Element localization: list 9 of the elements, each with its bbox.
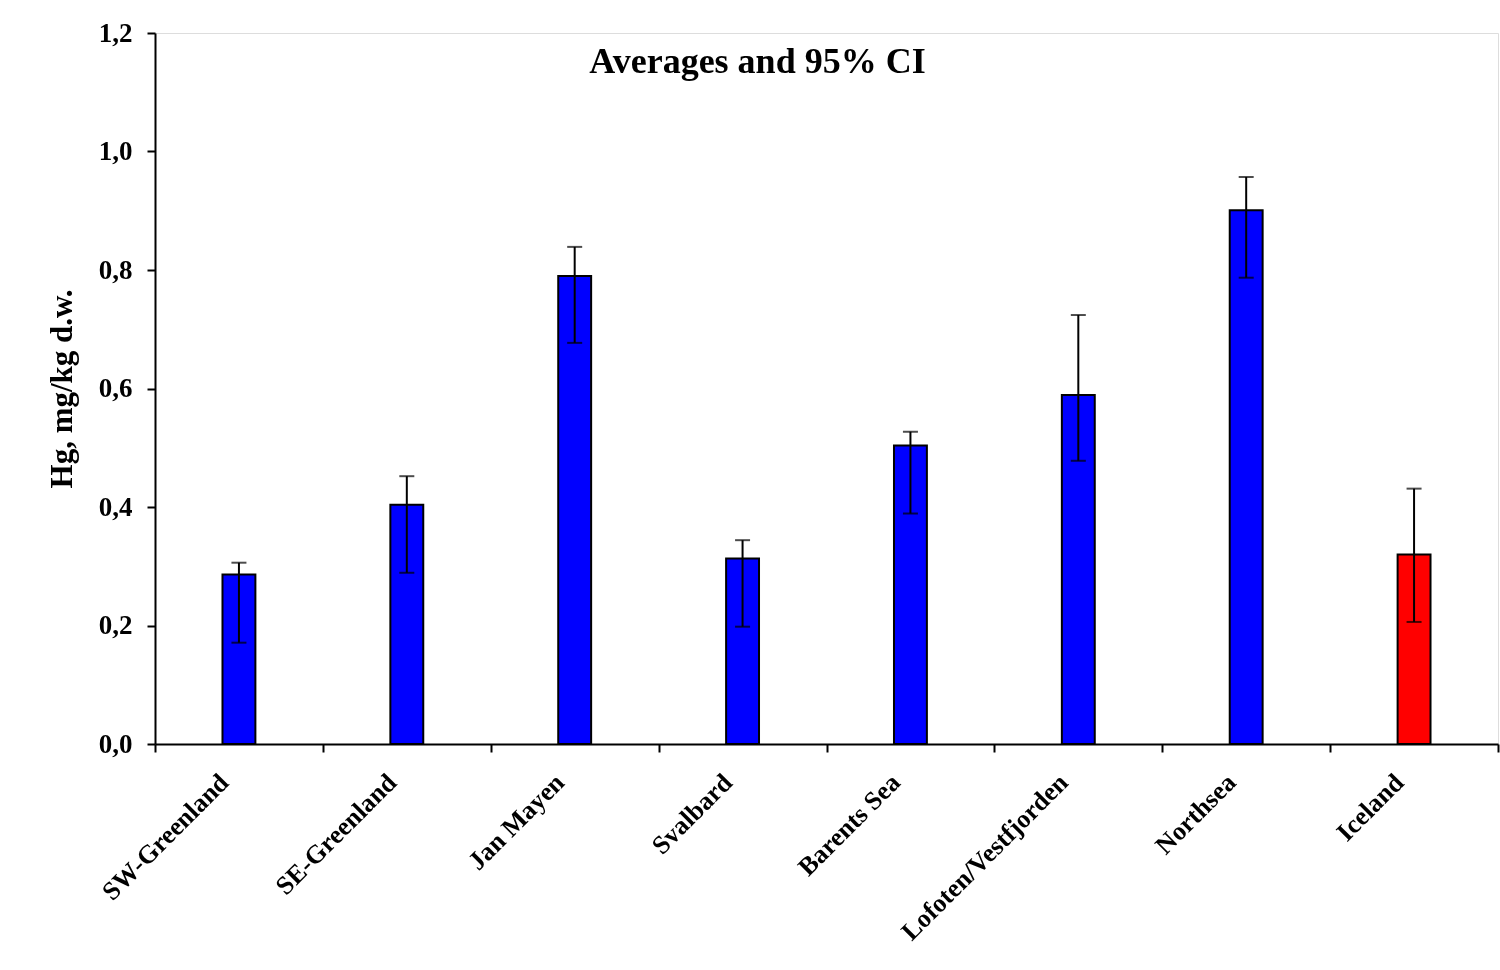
y-tick-label: 0,0	[98, 728, 133, 759]
y-tick-label: 1,2	[98, 17, 133, 48]
y-tick-label: 0,2	[98, 610, 133, 640]
chart-title: Averages and 95% CI	[589, 41, 926, 81]
y-axis-title: Hg, mg/kg d.w.	[43, 289, 79, 489]
y-tick-label: 1,0	[98, 136, 133, 166]
y-tick-label: 0,4	[98, 491, 133, 522]
y-tick-label: 0,8	[98, 254, 133, 285]
y-tick-label: 0,6	[98, 373, 133, 403]
